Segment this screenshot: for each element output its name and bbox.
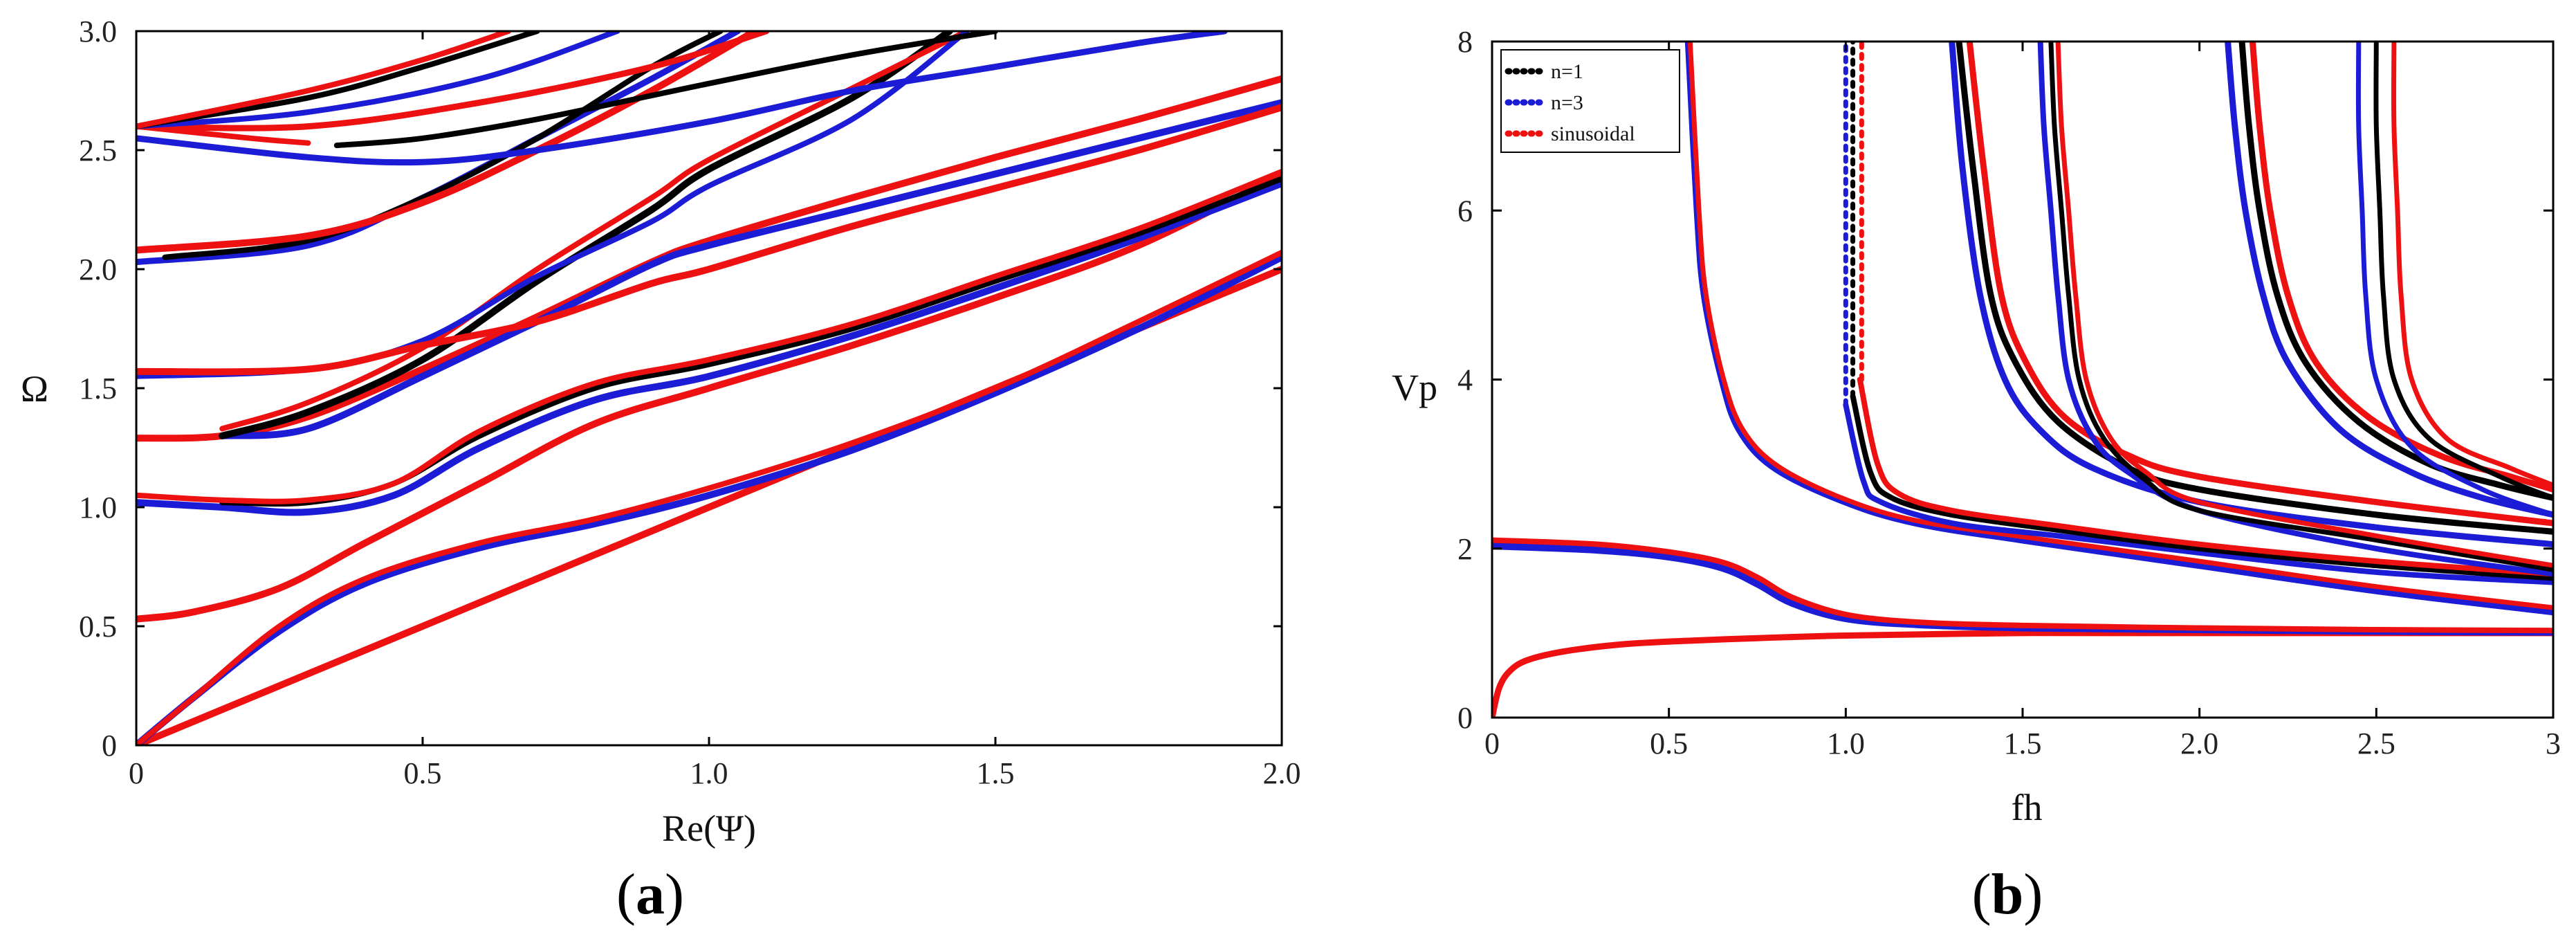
series-blue-curve-11 (2037, 42, 2553, 577)
series-blue-curve-8 (219, 99, 1282, 439)
series-blue-curve-14 (2225, 42, 2553, 518)
legend: n=1 n=3 sinusoidal (1500, 49, 1680, 153)
y-tick-label: 2.0 (79, 253, 117, 286)
panel-b-label: (b) (1972, 862, 2043, 927)
y-tick-label: 4 (1457, 363, 1473, 397)
x-tick-label: 2.0 (2180, 727, 2218, 760)
panel-b-plot-area (1492, 42, 2553, 718)
y-tick-label: 2.5 (79, 134, 117, 167)
y-tick-label: 1.0 (79, 491, 117, 525)
series-red-curve-0 (1492, 630, 2553, 718)
y-tick-label: 6 (1457, 194, 1473, 228)
legend-label-n1: n=1 (1551, 60, 1583, 83)
x-tick-label: 2.5 (2357, 727, 2395, 760)
series-red-curve-19 (136, 31, 770, 131)
legend-entry-n3: n=3 (1505, 91, 1583, 114)
series-red-curve-16 (2249, 42, 2553, 493)
series-red-curve-22 (136, 31, 512, 129)
series-black-curve-14 (162, 31, 724, 260)
panel-a-y-axis-label: Ω (21, 368, 48, 410)
y-tick-label: 2 (1457, 532, 1473, 566)
panel-b-axis-ticks: 0 0.5 1.0 1.5 2.0 2.5 3 0 2 4 6 8 (1457, 25, 2561, 760)
panel-a-label: (a) (616, 862, 684, 927)
panel-a-x-axis-label: Re(Ψ) (662, 808, 756, 849)
series-black-curve-9 (1956, 42, 2553, 535)
legend-label-sinusoidal: sinusoidal (1551, 122, 1635, 145)
x-tick-label: 1.0 (690, 756, 728, 790)
x-tick-label: 0 (129, 756, 144, 790)
x-tick-label: 2.0 (1263, 756, 1301, 790)
legend-entry-sinusoidal: sinusoidal (1505, 122, 1635, 145)
y-tick-label: 0.5 (79, 610, 117, 644)
series-red-curve-2 (1492, 537, 2553, 634)
series-red-curve-19 (2391, 42, 2553, 488)
series-blue-curve-1 (136, 253, 1282, 745)
x-tick-label: 1.5 (2004, 727, 2042, 760)
series-red-curve-12 (136, 104, 1282, 376)
y-tick-label: 0 (102, 729, 117, 763)
y-tick-label: 3.0 (79, 15, 117, 48)
series-red-curve-7 (1857, 376, 2553, 577)
series-red-curve-3 (136, 170, 1282, 623)
series-red-curve-4 (1687, 42, 2553, 610)
panel-a-letter: a (636, 862, 665, 927)
legend-entry-n1: n=1 (1505, 60, 1583, 83)
series-red-curve-2 (136, 249, 1282, 745)
series-black-curve-18 (2373, 42, 2553, 500)
panel-b-chart: 0 0.5 1.0 1.5 2.0 2.5 3 0 2 4 6 8 Vp fh (b) n=1 n=3… (1392, 25, 2561, 927)
series-black-curve-6 (1850, 393, 2553, 581)
panel-b-y-axis-label: Vp (1392, 367, 1437, 408)
series-red-curve-15 (136, 31, 759, 254)
series-red-curve-13 (2055, 42, 2553, 568)
series-blue-curve-4 (136, 180, 1282, 516)
series-red-curve-10 (1966, 42, 2553, 527)
x-tick-label: 1.5 (977, 756, 1015, 790)
series-black-curve-21 (136, 31, 540, 129)
y-tick-label: 0 (1457, 701, 1473, 735)
legend-label-n3: n=3 (1551, 91, 1583, 114)
series-blue-curve-17 (2355, 42, 2553, 518)
series-blue-curve-5 (1843, 402, 2553, 585)
x-tick-label: 3 (2546, 727, 2561, 760)
series-red-curve-6 (136, 169, 1282, 504)
panel-a-plot-area (136, 31, 1282, 745)
panel-b-x-axis-label: fh (2012, 787, 2043, 828)
panel-a-chart: 0 0.5 1.0 1.5 2.0 0 0.5 1.0 1.5 2.0 2.5 3.0 Ω Re(Ψ)… (21, 15, 1301, 927)
x-tick-label: 1.0 (1827, 727, 1865, 760)
series-blue-curve-16 (136, 31, 1228, 166)
y-tick-label: 1.5 (79, 372, 117, 405)
series-black-curve-12 (2048, 42, 2553, 572)
series-blue-curve-8 (1949, 42, 2553, 548)
series-black-curve-15 (2238, 42, 2553, 501)
panel-b-letter: b (1991, 862, 2024, 927)
series-black-curve-17 (333, 31, 998, 149)
panel-a-axis-ticks: 0 0.5 1.0 1.5 2.0 0 0.5 1.0 1.5 2.0 2.5 3.0 (79, 15, 1301, 790)
x-tick-label: 0.5 (404, 756, 442, 790)
series-blue-curve-3 (1684, 42, 2553, 616)
x-tick-label: 0 (1484, 727, 1500, 760)
x-tick-label: 0.5 (1650, 727, 1688, 760)
series-black-curve-9 (219, 31, 953, 439)
series-blue-curve-20 (136, 31, 620, 129)
y-tick-label: 8 (1457, 25, 1473, 59)
